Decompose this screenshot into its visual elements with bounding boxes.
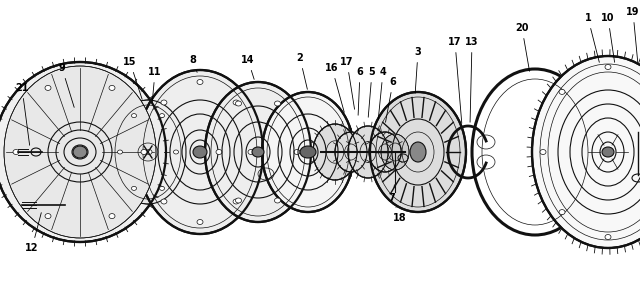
Ellipse shape — [159, 114, 164, 118]
Ellipse shape — [131, 186, 136, 190]
Ellipse shape — [532, 56, 640, 248]
Ellipse shape — [45, 85, 51, 90]
Ellipse shape — [109, 214, 115, 219]
Text: 9: 9 — [59, 63, 74, 107]
Ellipse shape — [216, 150, 222, 154]
Text: 6: 6 — [385, 77, 396, 122]
Ellipse shape — [335, 132, 367, 172]
Ellipse shape — [205, 82, 311, 222]
Ellipse shape — [45, 214, 51, 219]
Ellipse shape — [275, 198, 280, 203]
Ellipse shape — [173, 150, 179, 154]
Ellipse shape — [262, 92, 354, 212]
Ellipse shape — [370, 92, 466, 212]
Text: 20: 20 — [515, 23, 529, 71]
Text: 7: 7 — [388, 185, 396, 203]
Ellipse shape — [233, 100, 239, 105]
Ellipse shape — [559, 89, 565, 95]
Ellipse shape — [275, 101, 280, 106]
Ellipse shape — [146, 150, 152, 154]
Ellipse shape — [602, 147, 614, 157]
Ellipse shape — [73, 146, 87, 158]
Ellipse shape — [110, 100, 186, 204]
Ellipse shape — [313, 124, 357, 180]
Ellipse shape — [161, 199, 167, 204]
Text: 12: 12 — [25, 213, 42, 253]
Ellipse shape — [233, 199, 239, 204]
Ellipse shape — [197, 80, 203, 85]
Ellipse shape — [605, 64, 611, 70]
Ellipse shape — [137, 70, 263, 234]
Ellipse shape — [348, 126, 388, 178]
Ellipse shape — [540, 150, 546, 154]
Ellipse shape — [410, 142, 426, 162]
Ellipse shape — [559, 209, 565, 215]
Ellipse shape — [605, 234, 611, 240]
Ellipse shape — [236, 101, 241, 106]
Text: 4: 4 — [378, 67, 387, 119]
Text: 15: 15 — [124, 57, 142, 99]
Text: 19: 19 — [627, 7, 640, 62]
Text: 17: 17 — [340, 57, 355, 109]
Ellipse shape — [300, 146, 316, 158]
Text: 18: 18 — [393, 208, 407, 223]
Ellipse shape — [193, 146, 207, 158]
Ellipse shape — [13, 150, 19, 154]
Text: 1: 1 — [584, 13, 599, 62]
Text: 14: 14 — [241, 55, 255, 79]
Ellipse shape — [381, 134, 409, 170]
Ellipse shape — [294, 150, 300, 154]
Ellipse shape — [131, 114, 136, 118]
Ellipse shape — [252, 147, 264, 157]
Ellipse shape — [248, 150, 254, 154]
Text: 8: 8 — [189, 55, 197, 72]
Text: 6: 6 — [356, 67, 364, 115]
Text: 10: 10 — [601, 13, 615, 62]
Ellipse shape — [197, 219, 203, 224]
Text: 2: 2 — [296, 53, 307, 89]
Ellipse shape — [369, 132, 401, 172]
Ellipse shape — [161, 100, 167, 105]
Ellipse shape — [159, 186, 164, 190]
Ellipse shape — [109, 85, 115, 90]
Ellipse shape — [0, 62, 166, 242]
Text: 11: 11 — [148, 67, 162, 102]
Text: 13: 13 — [465, 37, 479, 122]
Text: 21: 21 — [15, 83, 29, 145]
Ellipse shape — [141, 150, 147, 154]
Text: 3: 3 — [415, 47, 421, 93]
Text: 5: 5 — [368, 67, 376, 117]
Text: 16: 16 — [325, 63, 344, 112]
Ellipse shape — [236, 198, 241, 203]
Ellipse shape — [118, 150, 122, 154]
Ellipse shape — [4, 66, 156, 238]
Text: 17: 17 — [448, 37, 462, 123]
